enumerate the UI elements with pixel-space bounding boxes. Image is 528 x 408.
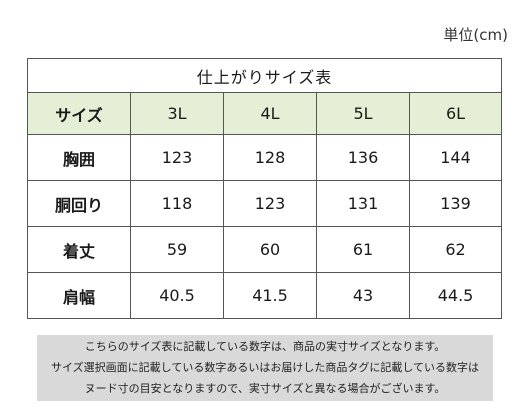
cell-waist-6l: 139 (408, 180, 503, 227)
table-caption-row: 仕上がりサイズ表 (26, 58, 503, 93)
cell-chest-3l: 123 (130, 134, 224, 181)
row-label-length: 着丈 (27, 226, 131, 273)
header-size-5l: 5L (316, 92, 410, 135)
row-label-shoulder: 肩幅 (27, 272, 131, 319)
note-line: こちらのサイズ表に記載している数字は、商品の実寸サイズとなります。 (84, 340, 446, 353)
row-label-chest: 胸囲 (27, 134, 131, 181)
cell-shoulder-4l: 41.5 (223, 272, 317, 319)
cell-shoulder-3l: 40.5 (130, 272, 224, 319)
cell-chest-4l: 128 (223, 134, 317, 181)
cell-chest-5l: 136 (316, 134, 410, 181)
cell-length-3l: 59 (130, 226, 224, 273)
size-chart-table: 仕上がりサイズ表 サイズ 3L 4L 5L 6L 胸囲 123 128 136 … (26, 58, 503, 319)
unit-label: 単位(cm) (443, 26, 508, 44)
table-row-length: 着丈 59 60 61 62 (27, 226, 503, 273)
note-line: サイズ選択画面に記載している数字あるいはお届けした商品タグに記載している数字は (50, 361, 479, 374)
size-note-box: こちらのサイズ表に記載している数字は、商品の実寸サイズとなります。 サイズ選択画… (37, 335, 493, 401)
cell-length-6l: 62 (408, 226, 503, 273)
table-row-chest: 胸囲 123 128 136 144 (27, 134, 503, 181)
table-row-shoulder: 肩幅 40.5 41.5 43 44.5 (27, 272, 503, 319)
header-size-4l: 4L (223, 92, 317, 135)
table-header-row: サイズ 3L 4L 5L 6L (27, 92, 503, 135)
table-caption: 仕上がりサイズ表 (26, 58, 503, 93)
cell-shoulder-5l: 43 (316, 272, 410, 319)
cell-length-4l: 60 (223, 226, 317, 273)
table-row-waist: 胴回り 118 123 131 139 (27, 180, 503, 227)
cell-shoulder-6l: 44.5 (408, 272, 503, 319)
note-line: ヌード寸の目安となりますので、実寸サイズと異なる場合がございます。 (84, 382, 446, 395)
cell-waist-5l: 131 (316, 180, 410, 227)
cell-waist-4l: 123 (223, 180, 317, 227)
cell-length-5l: 61 (316, 226, 410, 273)
cell-chest-6l: 144 (408, 134, 503, 181)
header-size-3l: 3L (130, 92, 224, 135)
cell-waist-3l: 118 (130, 180, 224, 227)
row-label-waist: 胴回り (27, 180, 131, 227)
header-size-6l: 6L (408, 92, 503, 135)
header-size-label: サイズ (27, 92, 131, 135)
